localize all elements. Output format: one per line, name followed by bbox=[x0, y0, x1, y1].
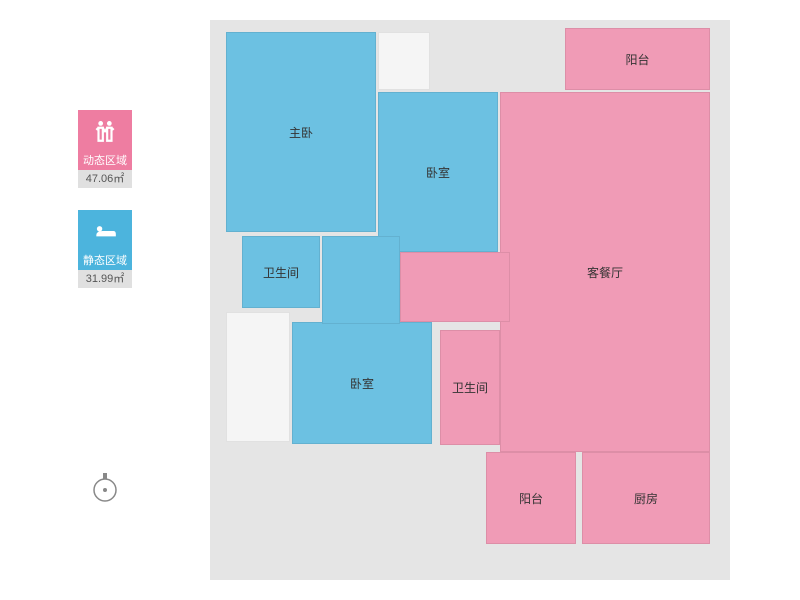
room-kitchen: 厨房 bbox=[582, 452, 710, 544]
room-label: 客餐厅 bbox=[587, 264, 623, 281]
room-living-ext bbox=[400, 252, 510, 322]
room-living-dining: 客餐厅 bbox=[500, 92, 710, 452]
legend-static: 静态区域 31.99㎡ bbox=[78, 210, 132, 288]
room-bedroom-2: 卧室 bbox=[292, 322, 432, 444]
legend-dynamic-label: 动态区域 bbox=[78, 152, 132, 170]
room-label: 阳台 bbox=[625, 51, 649, 68]
legend-dynamic: 动态区域 47.06㎡ bbox=[78, 110, 132, 188]
room-bath-1: 卫生间 bbox=[242, 236, 320, 308]
room-label: 卧室 bbox=[426, 164, 450, 181]
room-label: 卧室 bbox=[350, 375, 374, 392]
compass-icon bbox=[88, 470, 122, 504]
room-label: 阳台 bbox=[519, 490, 543, 507]
room-wall-2 bbox=[226, 312, 290, 442]
floorplan: 阳台客餐厅卫生间阳台厨房主卧卧室卫生间卧室 bbox=[210, 20, 730, 580]
room-master-bed: 主卧 bbox=[226, 32, 376, 232]
room-bedroom-1: 卧室 bbox=[378, 92, 498, 252]
room-corridor bbox=[322, 236, 400, 324]
legend-static-value: 31.99㎡ bbox=[78, 270, 132, 288]
people-icon bbox=[78, 110, 132, 152]
room-wall-1 bbox=[378, 32, 430, 90]
room-label: 卫生间 bbox=[452, 379, 488, 396]
room-label: 厨房 bbox=[634, 490, 658, 507]
room-bath-2: 卫生间 bbox=[440, 330, 500, 445]
room-label: 主卧 bbox=[289, 124, 313, 141]
room-balcony-top: 阳台 bbox=[565, 28, 710, 90]
legend-dynamic-value: 47.06㎡ bbox=[78, 170, 132, 188]
room-label: 卫生间 bbox=[263, 264, 299, 281]
room-balcony-bot: 阳台 bbox=[486, 452, 576, 544]
legend-static-label: 静态区域 bbox=[78, 252, 132, 270]
sleep-icon bbox=[78, 210, 132, 252]
legend: 动态区域 47.06㎡ 静态区域 31.99㎡ bbox=[78, 110, 132, 310]
